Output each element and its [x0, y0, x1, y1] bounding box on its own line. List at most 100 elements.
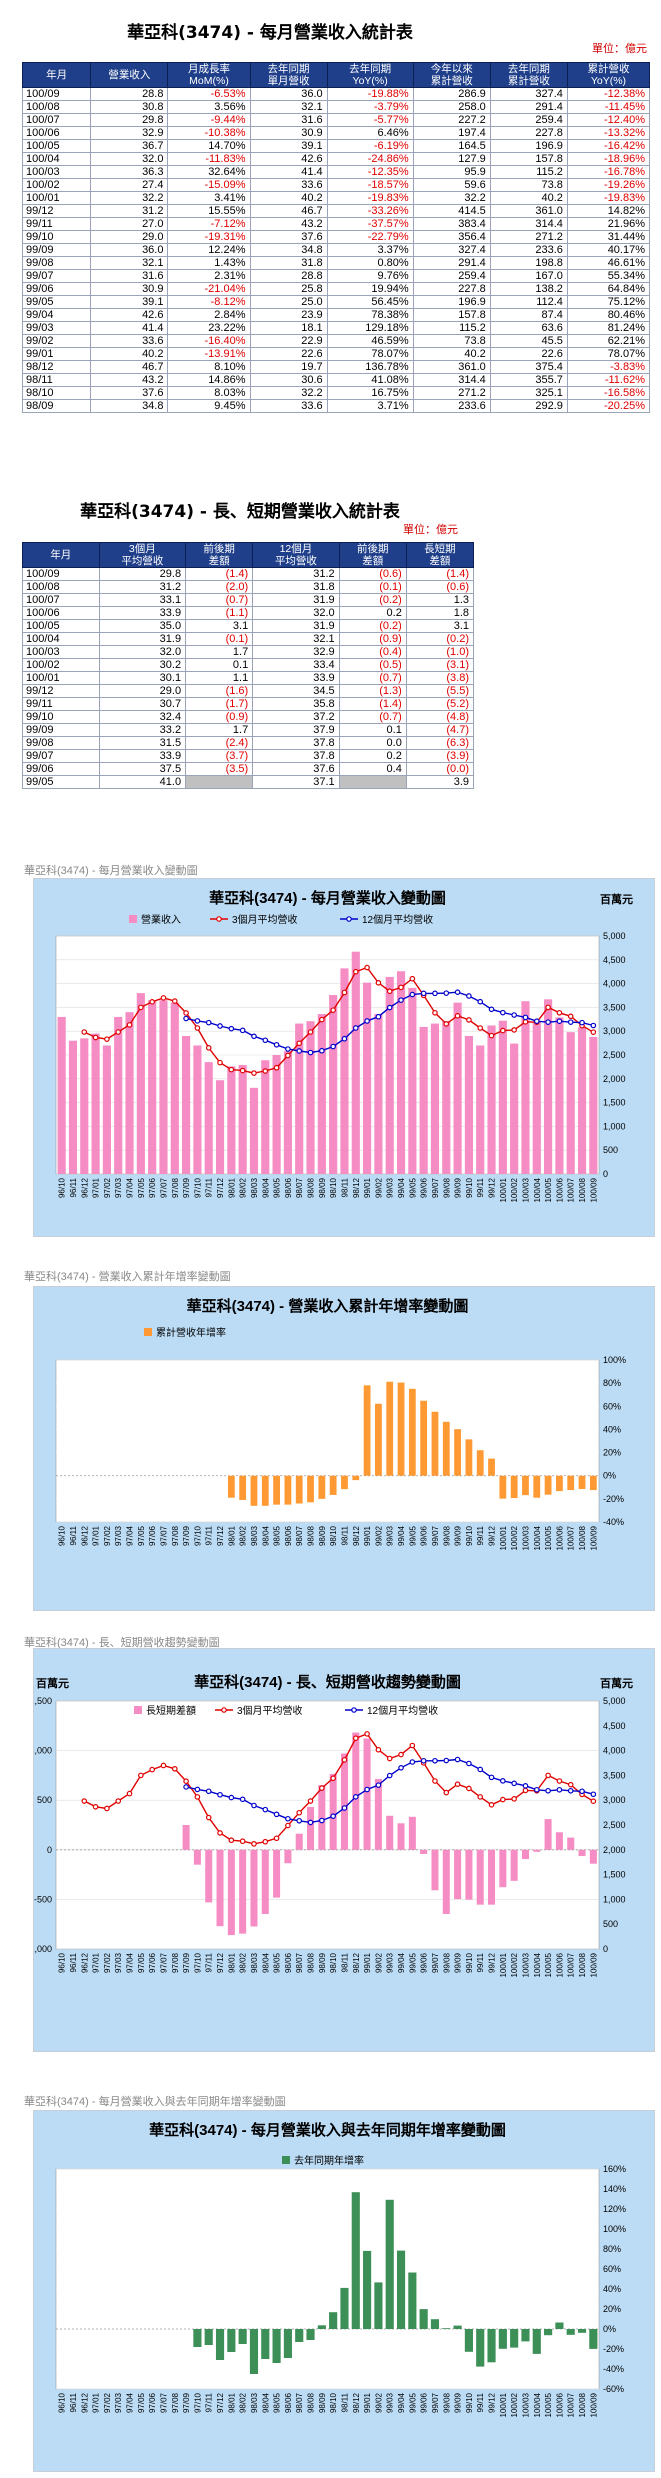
line-point: [149, 1766, 155, 1773]
line-point: [398, 984, 404, 991]
y-tick-label: 40%: [603, 2284, 621, 2294]
table-row: 100/03 36.3 32.64% 41.4 -12.35% 95.9 115.2 -16.…: [21, 165, 651, 179]
x-tick-label: 97/02: [103, 1177, 112, 1198]
table-cell: 33.1: [98, 593, 187, 607]
line-point: [375, 979, 382, 986]
table-cell: 30.9: [90, 282, 169, 296]
table-cell: (1.0): [405, 645, 475, 659]
table-cell: 196.9: [489, 139, 568, 153]
line-point: [545, 1019, 551, 1025]
row-period: 98/09: [21, 399, 92, 413]
table-cell: 23.22%: [167, 321, 251, 335]
y-tick-label: 4,500: [603, 955, 626, 965]
bar: [182, 1825, 190, 1850]
x-tick-label: 96/11: [69, 1525, 78, 1545]
bar: [589, 1475, 597, 1491]
table-cell: (0.7): [185, 593, 254, 607]
x-tick-label: 96/12: [80, 1177, 89, 1198]
bar: [306, 1021, 315, 1174]
x-tick-label: 99/02: [374, 1177, 383, 1198]
bar: [272, 2329, 281, 2363]
bar: [397, 1823, 405, 1850]
x-tick-label: 99/09: [454, 1177, 463, 1198]
table-cell: 3.41%: [167, 191, 251, 205]
x-tick-label: 100/02: [510, 1177, 519, 1202]
bar: [250, 1849, 258, 1927]
bar: [556, 1475, 563, 1492]
x-tick-label: 97/10: [193, 2392, 202, 2413]
line-point: [341, 989, 348, 996]
table-cell: 227.2: [412, 113, 491, 127]
row-period: 99/08: [22, 736, 100, 750]
x-tick-label: 99/08: [442, 2392, 451, 2413]
bar: [454, 1429, 461, 1476]
line-point: [319, 1785, 325, 1791]
row-period: 99/05: [22, 775, 100, 789]
table-cell: (0.2): [338, 593, 407, 607]
table-cell: 31.9: [252, 593, 340, 607]
row-period: 99/05: [21, 295, 92, 309]
table-cell: 31.2: [90, 204, 169, 218]
table-cell: 196.9: [412, 295, 491, 309]
line-point: [443, 990, 450, 996]
table-cell: 42.6: [249, 152, 328, 166]
table2-unit: 單位：億元: [403, 523, 458, 536]
legend-label: 12個月平均營收: [362, 913, 433, 926]
table-cell: 259.4: [489, 113, 568, 127]
x-tick-label: 98/11: [340, 2392, 349, 2412]
row-period: 99/02: [21, 334, 92, 348]
line-point: [511, 1027, 517, 1033]
line-point: [81, 1029, 88, 1035]
x-tick-label: 99/01: [363, 1177, 372, 1198]
bar: [68, 1040, 78, 1174]
line-point: [307, 1819, 314, 1826]
table-cell: -22.79%: [326, 230, 414, 244]
bar: [577, 2329, 587, 2333]
x-tick-label: 99/11: [476, 1525, 485, 1545]
y-tick-label: 120%: [603, 2204, 626, 2214]
table-cell: 37.5: [98, 762, 187, 776]
line-point: [375, 1746, 382, 1753]
row-period: 99/12: [21, 204, 92, 218]
x-tick-label: 100/04: [533, 1525, 542, 1550]
line-point: [567, 1013, 574, 1020]
table-cell: 31.9: [98, 632, 187, 646]
line-point: [160, 995, 167, 1001]
line-point: [319, 1016, 325, 1023]
table-row: 100/01 30.1 1.1 33.9 (0.7) (3.8): [22, 671, 475, 685]
x-tick-label: 100/08: [578, 1952, 587, 1977]
table-cell: -10.38%: [167, 126, 251, 140]
table-cell: 32.2: [90, 191, 169, 205]
monthly-yoy-chart: 華亞科(3474) - 每月營業收入與去年同期年增率變動圖 -60% -40% -20…: [55, 2121, 626, 2417]
table-cell: 32.2: [412, 191, 491, 205]
table-cell: 46.7: [90, 360, 169, 374]
y-tick-label: 60%: [603, 2264, 621, 2274]
legend-marker: [346, 916, 352, 922]
x-tick-label: 97/04: [126, 1952, 135, 1973]
line-point: [319, 1047, 325, 1054]
x-tick-label: 97/10: [193, 1525, 202, 1546]
table-row: 100/07 33.1 (0.7) 31.9 (0.2) 1.3: [22, 593, 475, 607]
table-cell: -15.09%: [167, 178, 251, 192]
table1-header-7: 累計營收 YoY(%): [566, 62, 651, 88]
row-period: 100/05: [21, 139, 92, 153]
table-cell: 0.4: [338, 762, 407, 776]
table-cell: 59.6: [412, 178, 491, 192]
row-period: 100/08: [21, 100, 92, 114]
table-cell: 31.5: [98, 736, 187, 750]
table-cell: (4.7): [405, 723, 475, 737]
line-point: [477, 1766, 484, 1773]
x-tick-label: 100/09: [589, 2392, 598, 2417]
table-cell: 28.8: [249, 269, 328, 283]
table-cell: -19.83%: [326, 191, 414, 205]
x-tick-label: 98/07: [295, 1525, 304, 1546]
x-tick-label: 98/03: [250, 2392, 259, 2413]
table-cell: 46.59%: [326, 334, 414, 348]
row-period: 100/06: [22, 606, 100, 620]
table-cell: 292.9: [489, 399, 568, 413]
table-cell: (6.3): [405, 736, 475, 750]
plot-area: [55, 1359, 600, 1523]
bar: [555, 2322, 564, 2329]
line-point: [364, 1786, 370, 1793]
bar: [567, 1475, 575, 1491]
